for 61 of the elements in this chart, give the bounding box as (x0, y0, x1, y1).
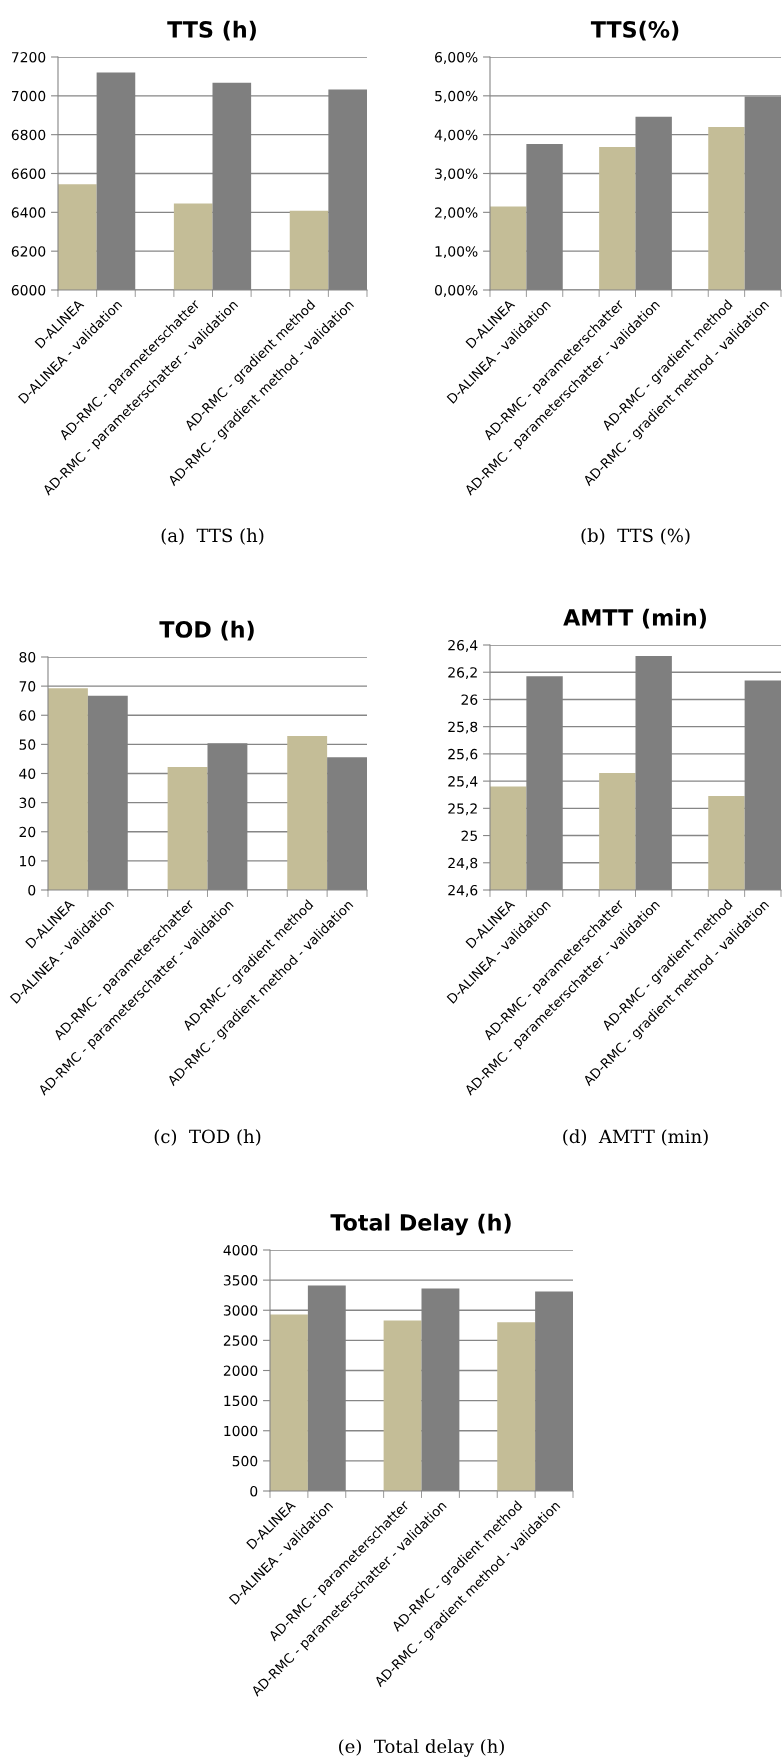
y-tick-label: 0 (250, 1485, 258, 1497)
y-tick-label: 25 (461, 830, 477, 842)
bar (383, 1320, 422, 1491)
y-tick-label: 6600 (11, 168, 46, 179)
y-tick-label: 6000 (11, 284, 46, 296)
y-tick-label: 70 (19, 681, 36, 692)
y-tick-label: 60 (19, 710, 36, 721)
y-tick-label: 80 (19, 651, 36, 663)
text: (b) TTS (%) (581, 528, 690, 545)
y-tick-label: 20 (19, 826, 36, 838)
y-tick-label: 30 (19, 797, 36, 809)
y-tick-label: 0 (28, 884, 36, 896)
y-tick-label: 500 (232, 1455, 258, 1467)
y-tick-label: 25,8 (448, 721, 478, 734)
y-tick-label: 24,6 (448, 884, 478, 897)
bar (490, 206, 527, 290)
y-tick-label: 7000 (11, 90, 46, 102)
bar (708, 126, 745, 290)
bar (167, 767, 208, 890)
text: (e) Total delay (h) (339, 1739, 504, 1757)
y-tick-label: 26 (461, 694, 478, 705)
y-tick-label: 1000 (224, 1425, 258, 1437)
y-tick-label: 5,00% (435, 90, 478, 103)
y-tick-label: 6800 (11, 129, 46, 141)
y-tick-label: 3500 (223, 1275, 258, 1286)
chart-title: AMTT (min) (563, 608, 706, 629)
bar (497, 1322, 536, 1491)
y-tick-label: 26,2 (448, 667, 477, 680)
chart-title: TTS (h) (167, 20, 256, 41)
chart-title: TTS(%) (590, 20, 679, 41)
bar (599, 147, 636, 290)
y-tick-label: 1500 (224, 1395, 258, 1407)
bar (48, 688, 88, 890)
y-tick-label: 2,00% (435, 207, 478, 220)
bar (270, 1314, 308, 1491)
text: (a) TTS (h) (161, 528, 264, 545)
chart-title: Total Delay (h) (330, 1213, 511, 1236)
y-tick-label: 3000 (223, 1305, 258, 1316)
y-tick-label: 6400 (11, 207, 46, 218)
y-tick-label: 25,4 (448, 776, 478, 788)
y-tick-label: 0,00% (434, 284, 478, 297)
y-tick-label: 26,4 (448, 639, 478, 652)
y-tick-label: 1,00% (435, 246, 478, 259)
y-tick-label: 6,00% (435, 51, 478, 64)
y-tick-label: 4,00% (434, 129, 478, 142)
text: (c) TOD (h) (154, 1129, 261, 1146)
y-tick-label: 25,6 (448, 748, 478, 761)
y-tick-label: 10 (20, 855, 36, 867)
y-tick-label: 2000 (223, 1365, 258, 1376)
text: (d) AMTT (min) (563, 1129, 708, 1146)
y-tick-label: 40 (19, 768, 36, 779)
bar (287, 735, 328, 890)
y-tick-label: 25,2 (448, 803, 477, 816)
chart-title: TOD (h) (159, 620, 254, 641)
y-tick-label: 4000 (223, 1244, 258, 1256)
y-tick-label: 7200 (11, 51, 46, 63)
y-tick-label: 6200 (11, 246, 46, 257)
y-tick-label: 50 (19, 739, 36, 750)
y-tick-label: 24,8 (448, 857, 478, 870)
y-tick-label: 3,00% (435, 168, 478, 181)
y-tick-label: 2500 (223, 1335, 258, 1346)
